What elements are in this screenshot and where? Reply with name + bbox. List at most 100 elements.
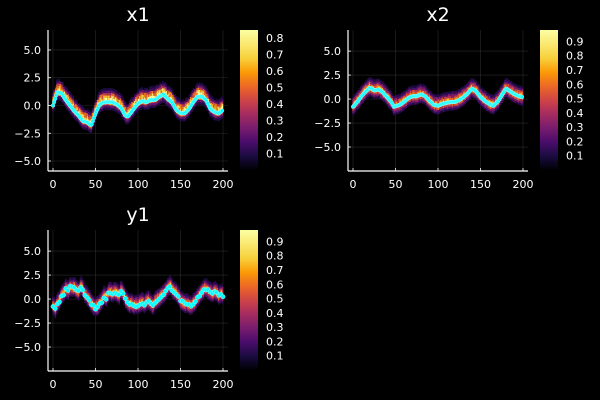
heatmap-cell (173, 283, 175, 286)
heatmap-cell (460, 87, 463, 91)
heatmap-cell (147, 307, 150, 310)
heatmap-cell (119, 100, 122, 104)
heatmap-cell (354, 99, 357, 102)
heatmap-cell (127, 296, 129, 300)
heatmap-cell (122, 104, 124, 108)
heatmap-cell (389, 93, 391, 97)
heatmap-cell (395, 97, 398, 100)
heatmap-cell (492, 96, 494, 100)
heatmap-cell (221, 290, 224, 294)
heatmap-cell (156, 93, 159, 97)
colorbar-tick-label: 0.7 (266, 264, 284, 277)
heatmap-cell (110, 286, 113, 290)
heatmap-cell (399, 108, 401, 112)
heatmap-cell (170, 87, 173, 91)
heatmap-cell (188, 96, 191, 100)
heatmap-cell (139, 93, 141, 96)
heatmap-cell (440, 93, 442, 97)
heatmap-cell (440, 95, 442, 99)
heatmap-cell (407, 91, 409, 95)
heatmap-cell (158, 90, 160, 93)
heatmap-cell (57, 294, 59, 297)
heatmap-cell (418, 84, 420, 87)
heatmap-cell (366, 79, 368, 82)
y-tick-label: 0.0 (24, 293, 42, 306)
heatmap-cell (183, 310, 186, 313)
heatmap-cell (372, 95, 375, 99)
heatmap-cell (127, 109, 129, 112)
heatmap-cell (140, 107, 142, 110)
heatmap-cell (142, 104, 145, 108)
heatmap-cell (504, 94, 506, 98)
heatmap-cell (511, 81, 514, 85)
heatmap-cell (386, 90, 389, 94)
heatmap-cell (77, 298, 80, 301)
heatmap-cell (174, 296, 177, 300)
heatmap-cell (440, 110, 442, 114)
heatmap-cell (450, 93, 452, 96)
heatmap-cell (410, 102, 413, 106)
heatmap-cell (214, 105, 216, 109)
heatmap-cell (175, 289, 178, 292)
heatmap-cell (209, 96, 211, 99)
heatmap-cell (67, 295, 69, 298)
heatmap-cell (128, 100, 131, 103)
heatmap-cell (500, 100, 502, 104)
heatmap-cell (61, 82, 63, 85)
heatmap-cell (506, 84, 508, 88)
heatmap-cell (82, 284, 85, 288)
heatmap-cell (95, 302, 98, 306)
heatmap-cell (126, 107, 128, 110)
heatmap-cell (173, 287, 175, 290)
heatmap-cell (61, 291, 63, 294)
heatmap-cell (160, 88, 163, 92)
heatmap-cell (382, 99, 385, 102)
heatmap-cell (77, 103, 80, 107)
heatmap-cell (168, 105, 170, 108)
heatmap-cell (413, 87, 415, 91)
heatmap-cell (90, 297, 92, 300)
heatmap-cell (363, 84, 366, 87)
heatmap-cell (416, 97, 418, 101)
heatmap-cell (362, 100, 364, 103)
heatmap-cell (140, 296, 142, 300)
heatmap-cell (202, 281, 205, 285)
heatmap-cell (168, 93, 170, 96)
heatmap-cell (164, 99, 166, 102)
heatmap-cell (75, 293, 77, 296)
heatmap-cell (479, 90, 482, 94)
heatmap-cell (173, 295, 175, 299)
heatmap-cell (170, 277, 173, 281)
heatmap-cell (165, 85, 168, 89)
heatmap-cell (127, 106, 129, 110)
heatmap-cell (137, 311, 140, 315)
heatmap-cell (366, 94, 368, 97)
heatmap-cell (59, 88, 62, 92)
heatmap-cell (456, 104, 459, 108)
x-tick-label: 150 (470, 178, 491, 191)
heatmap-cell (52, 91, 54, 95)
heatmap-cell (380, 80, 382, 83)
heatmap-cell (518, 100, 520, 103)
heatmap-cell (521, 86, 524, 89)
heatmap-cell (459, 101, 461, 104)
heatmap-cell (151, 88, 154, 91)
heatmap-cell (81, 111, 84, 114)
heatmap-cell (184, 100, 187, 104)
heatmap-cell (160, 289, 163, 293)
heatmap-cell (186, 299, 188, 303)
heatmap-cell (207, 297, 210, 300)
heatmap-cell (422, 84, 424, 87)
heatmap-cell (361, 86, 363, 90)
heatmap-cell (131, 96, 133, 100)
heatmap-cell (430, 95, 432, 99)
heatmap-cell (63, 88, 66, 92)
heatmap-cell (122, 114, 124, 118)
heatmap-cell (95, 116, 98, 120)
colorbar-tick-label: 0.9 (566, 35, 584, 48)
heatmap-cell (482, 94, 484, 98)
heatmap-cell (215, 285, 217, 289)
heatmap-cell (167, 89, 169, 93)
heatmap-cell (114, 99, 117, 103)
heatmap-cell (204, 94, 206, 98)
